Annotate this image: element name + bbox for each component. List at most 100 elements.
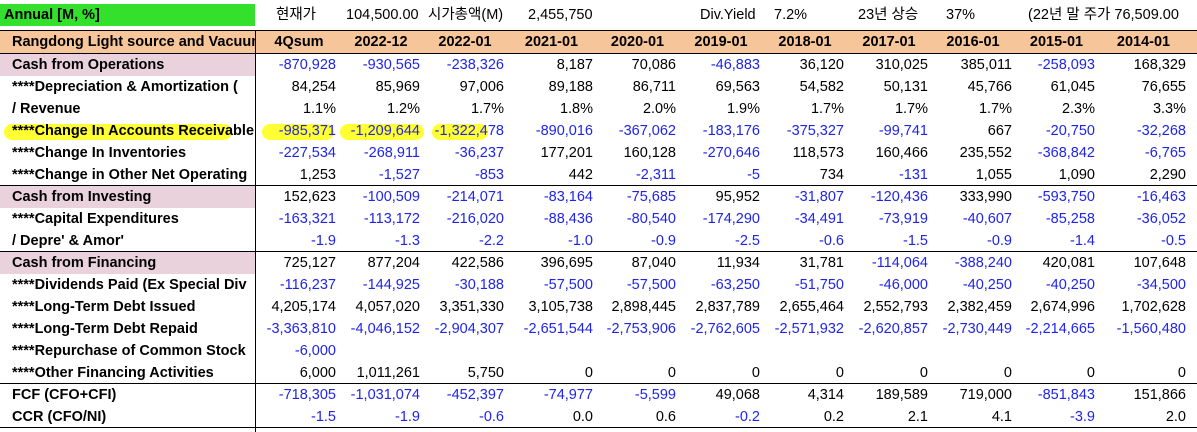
- table-cell[interactable]: -1,031,074: [350, 387, 420, 403]
- table-cell[interactable]: -88,436: [543, 211, 593, 227]
- table-cell[interactable]: 31,781: [799, 255, 844, 271]
- table-cell[interactable]: 2.0%: [642, 101, 676, 117]
- table-cell[interactable]: -31,807: [794, 189, 844, 205]
- table-cell[interactable]: [504, 340, 599, 362]
- table-cell[interactable]: -890,016: [535, 123, 593, 139]
- table-cell[interactable]: -2,762,605: [690, 321, 760, 337]
- table-cell[interactable]: -2,620,857: [858, 321, 928, 337]
- table-cell[interactable]: -99,741: [878, 123, 928, 139]
- table-cell[interactable]: 877,204: [367, 255, 420, 271]
- table-cell[interactable]: -57,500: [626, 277, 676, 293]
- row-label[interactable]: ****Long-Term Debt Repaid: [12, 321, 198, 337]
- table-cell[interactable]: 95,952: [715, 189, 760, 205]
- row-label[interactable]: ****Other Financing Activities: [12, 365, 214, 381]
- column-header-8[interactable]: 2016-01: [946, 34, 1000, 50]
- table-cell[interactable]: 3,105,738: [528, 299, 593, 315]
- table-cell[interactable]: 1.8%: [559, 101, 593, 117]
- table-cell[interactable]: [676, 340, 766, 362]
- table-cell[interactable]: -985,371: [278, 123, 336, 139]
- row-label[interactable]: ****Long-Term Debt Issued: [12, 299, 196, 315]
- table-cell[interactable]: 1.7%: [894, 101, 928, 117]
- table-cell[interactable]: -40,607: [962, 211, 1012, 227]
- row-label[interactable]: Cash from Investing: [12, 189, 152, 205]
- table-cell[interactable]: 1.7%: [810, 101, 844, 117]
- table-cell[interactable]: -5,599: [634, 387, 676, 403]
- table-cell[interactable]: 2.0: [1165, 409, 1186, 425]
- row-label[interactable]: Cash from Operations: [12, 57, 165, 73]
- table-cell[interactable]: -80,540: [626, 211, 676, 227]
- table-cell[interactable]: -85,258: [1045, 211, 1095, 227]
- table-cell[interactable]: 333,990: [959, 189, 1012, 205]
- table-cell[interactable]: -851,843: [1037, 387, 1095, 403]
- table-cell[interactable]: 49,068: [715, 387, 760, 403]
- table-cell[interactable]: -1,527: [378, 167, 420, 183]
- table-cell[interactable]: -2,730,449: [942, 321, 1012, 337]
- table-cell[interactable]: 0: [919, 365, 928, 381]
- table-cell[interactable]: 2,290: [1149, 167, 1186, 183]
- column-header-1[interactable]: 2022-12: [354, 34, 408, 50]
- table-cell[interactable]: 177,201: [540, 145, 593, 161]
- table-cell[interactable]: 1,253: [299, 167, 336, 183]
- table-cell[interactable]: 45,766: [967, 79, 1012, 95]
- table-cell[interactable]: 0: [584, 365, 593, 381]
- table-cell[interactable]: 97,006: [459, 79, 504, 95]
- table-cell[interactable]: -163,321: [278, 211, 336, 227]
- table-cell[interactable]: -0.9: [987, 233, 1012, 249]
- table-cell[interactable]: 4,314: [807, 387, 844, 403]
- table-cell[interactable]: 2,837,789: [695, 299, 760, 315]
- table-cell[interactable]: -131: [898, 167, 928, 183]
- table-cell[interactable]: 310,025: [875, 57, 928, 73]
- table-cell[interactable]: 385,011: [960, 57, 1012, 73]
- table-cell[interactable]: -32,268: [1136, 123, 1186, 139]
- table-cell[interactable]: 734: [819, 167, 844, 183]
- row-label[interactable]: ****Change In Accounts Receivable: [12, 123, 255, 139]
- table-cell[interactable]: 189,589: [875, 387, 928, 403]
- table-cell[interactable]: 3,351,330: [439, 299, 504, 315]
- table-cell[interactable]: -1.0: [568, 233, 593, 249]
- table-cell[interactable]: -718,305: [278, 387, 336, 403]
- table-cell[interactable]: -113,172: [363, 211, 420, 227]
- table-cell[interactable]: -75,685: [626, 189, 676, 205]
- table-cell[interactable]: -1.4: [1070, 233, 1095, 249]
- table-cell[interactable]: -930,565: [362, 57, 420, 73]
- row-label[interactable]: ****Change in Other Net Operating: [12, 167, 248, 183]
- table-cell[interactable]: 160,466: [875, 145, 928, 161]
- table-cell[interactable]: -36,052: [1136, 211, 1186, 227]
- table-cell[interactable]: -34,491: [794, 211, 844, 227]
- table-cell[interactable]: 1.9%: [726, 101, 760, 117]
- table-cell[interactable]: [336, 340, 426, 362]
- sheet-title[interactable]: Annual [M, %]: [0, 4, 255, 26]
- table-cell[interactable]: 4,205,174: [271, 299, 336, 315]
- table-cell[interactable]: 0: [1086, 365, 1095, 381]
- table-cell[interactable]: -6,765: [1144, 145, 1186, 161]
- table-cell[interactable]: -3,363,810: [266, 321, 336, 337]
- table-cell[interactable]: 2,552,793: [863, 299, 928, 315]
- table-cell[interactable]: 168,329: [1133, 57, 1186, 73]
- table-cell[interactable]: 1,702,628: [1121, 299, 1186, 315]
- table-cell[interactable]: -46,883: [710, 57, 760, 73]
- table-cell[interactable]: 396,695: [540, 255, 593, 271]
- table-cell[interactable]: 107,648: [1133, 255, 1186, 271]
- table-cell[interactable]: 1.7%: [978, 101, 1012, 117]
- table-cell[interactable]: -1.9: [311, 233, 336, 249]
- table-cell[interactable]: -1,560,480: [1116, 321, 1186, 337]
- table-cell[interactable]: 0: [667, 365, 676, 381]
- table-cell[interactable]: 4.1: [991, 409, 1012, 425]
- table-cell[interactable]: -40,250: [1045, 277, 1095, 293]
- table-cell[interactable]: 0: [835, 365, 844, 381]
- table-cell[interactable]: 61,045: [1050, 79, 1095, 95]
- table-cell[interactable]: -57,500: [543, 277, 593, 293]
- table-cell[interactable]: -20,750: [1045, 123, 1095, 139]
- table-cell[interactable]: -2,753,906: [606, 321, 676, 337]
- table-cell[interactable]: -388,240: [954, 255, 1012, 271]
- row-label[interactable]: ****Dividends Paid (Ex Special Div: [12, 277, 247, 293]
- table-cell[interactable]: 8,187: [556, 57, 593, 73]
- table-cell[interactable]: -2,651,544: [523, 321, 593, 337]
- table-cell[interactable]: -36,237: [454, 145, 504, 161]
- table-cell[interactable]: 6,000: [299, 365, 336, 381]
- table-cell[interactable]: 2.3%: [1061, 101, 1095, 117]
- table-cell[interactable]: 719,000: [959, 387, 1012, 403]
- row-label[interactable]: / Depre' & Amor': [12, 233, 124, 249]
- table-cell[interactable]: 3.3%: [1152, 101, 1186, 117]
- table-cell[interactable]: 420,081: [1042, 255, 1095, 271]
